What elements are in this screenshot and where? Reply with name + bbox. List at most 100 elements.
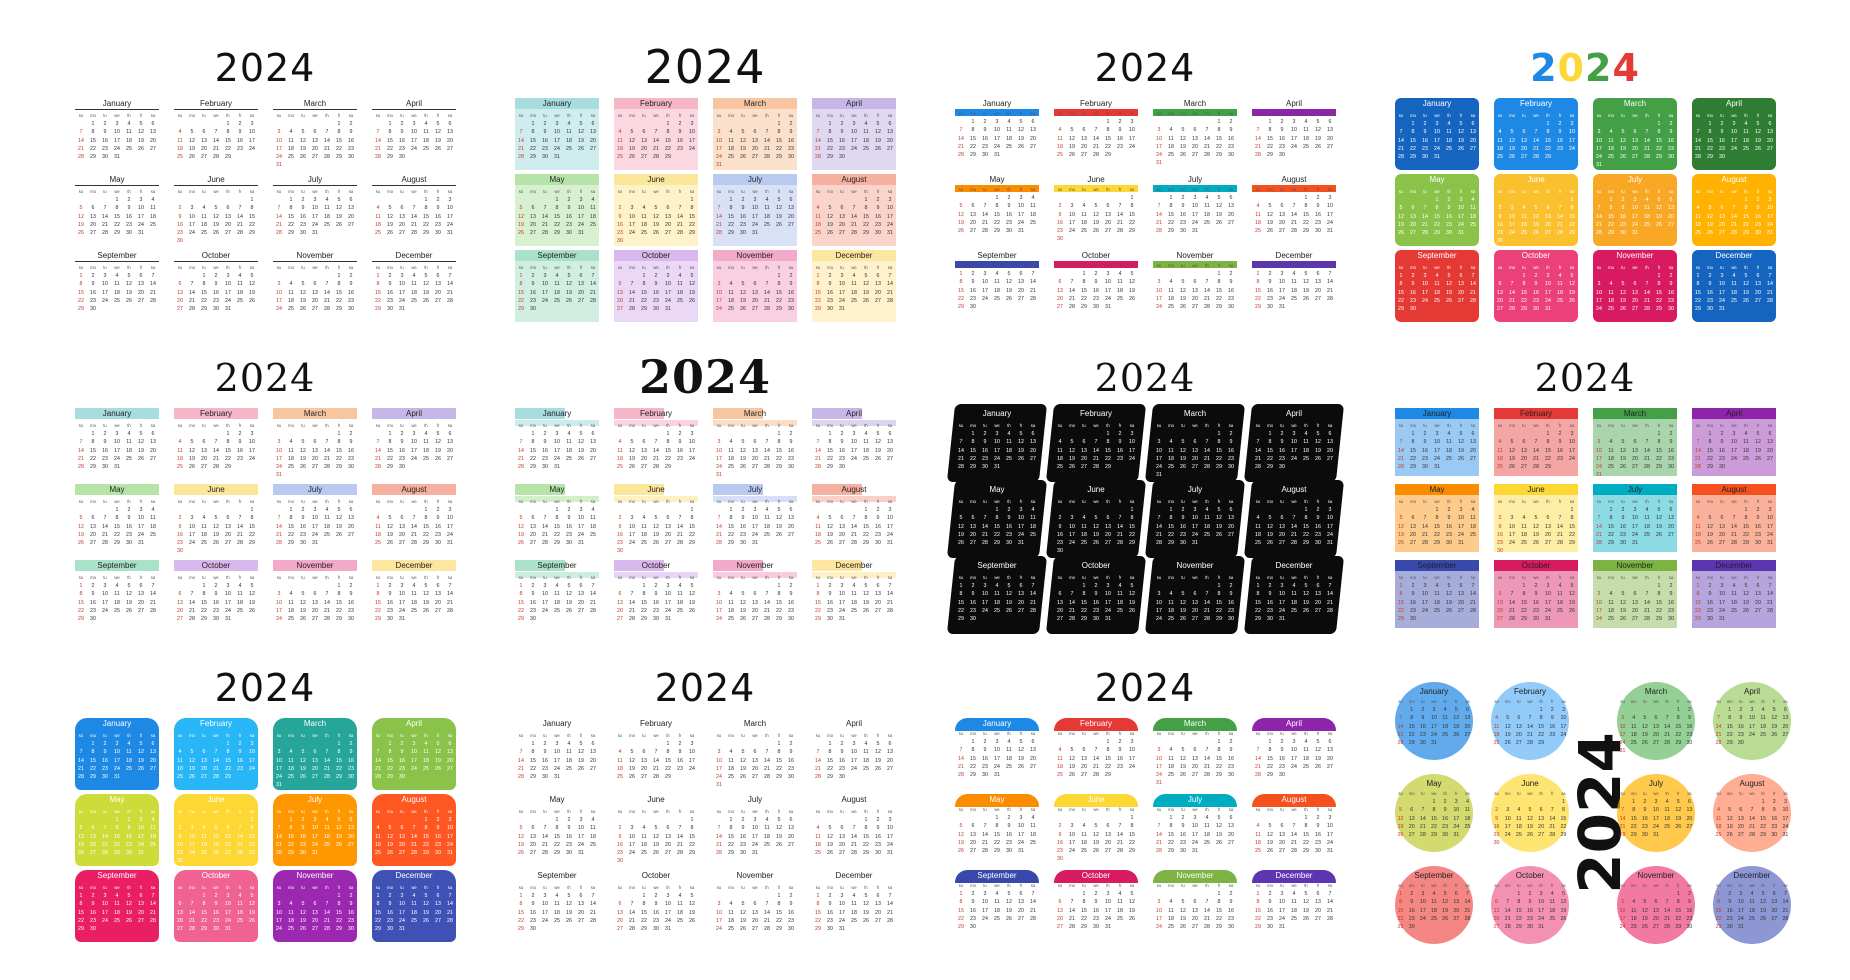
weekday-label: th [1744,189,1748,194]
calendar-panel-pastel-blocks: 2024 January su mo tu we th fr sa 1 2 3 4 5 6 7 8 9 10 11 12… [515,40,896,340]
day-number: 3 [1019,507,1023,514]
day-number: 3 [1768,507,1772,514]
day-number: 2 [436,817,440,824]
day-number: 18 [815,531,821,538]
day-number: 6 [313,901,317,908]
day-number: 10 [689,129,695,136]
month-day-grid: su mo tu we th fr sa 1 2 3 4 5 6 7 8 9 10 11 12 13 14 15 16 17 1… [955,574,1039,623]
weekday-label: fr [238,423,242,428]
day-number: 11 [1006,439,1012,446]
day-number: 1 [1546,431,1550,438]
weekday-label: sa [249,113,255,118]
day-number: 4 [1007,119,1011,126]
blank-cell [408,506,420,514]
weekday-label: th [1447,575,1451,580]
day-number: 4 [325,817,329,824]
day-number: 13 [839,523,845,530]
day-number: 4 [1169,279,1173,286]
day-number: 29 [1398,306,1404,313]
weekday-label: su [716,423,722,428]
day-number: 19 [689,599,695,606]
day-number: 14 [958,447,964,454]
weekday-label: sa [1129,263,1135,268]
weekday-label: fr [436,189,440,194]
day-number: 23 [213,917,219,924]
day-number: 4 [325,507,329,514]
day-number: 19 [1180,455,1186,462]
day-number: 5 [1217,195,1221,202]
day-number: 7 [1645,281,1649,288]
day-number: 9 [971,279,975,286]
weekday-label: su [276,885,282,890]
day-number: 14 [375,447,381,454]
weekday-label: fr [1118,263,1122,268]
day-number: 1 [1106,431,1110,438]
day-number: 11 [1521,213,1527,220]
day-number: 6 [1316,583,1320,590]
day-number: 17 [716,765,722,772]
day-number: 18 [617,765,623,772]
day-number: 19 [776,523,782,530]
weekday-label: sa [1327,263,1333,268]
weekday-label: mo [728,189,734,194]
day-number: 23 [617,540,623,547]
weekday-label: th [127,113,131,118]
day-number: 18 [1521,221,1527,228]
day-number: 19 [518,531,524,538]
day-number: 18 [411,909,417,916]
day-number: 20 [177,917,183,924]
weekday-label: sa [348,809,354,814]
day-number: 27 [177,926,183,933]
weekday-label: sa [348,885,354,890]
weekday-label: we [851,265,857,270]
weekday-label: su [1695,265,1701,270]
month-day-grid: su mo tu we th fr sa 1 2 3 4 5 6 7 8 9 10 11 12 13 14 15 16 17 1… [1153,498,1237,547]
month-block: August su mo tu we th fr sa 1 2 3 4 5 6 7 8 9 10 11 12 13 14 1… [372,794,456,866]
day-number: 13 [617,289,623,296]
weekday-label: sa [590,575,596,580]
day-number: 11 [324,825,330,832]
weekday-label: sa [1327,187,1333,192]
blank-cell [174,506,186,514]
day-number: 9 [1411,591,1415,598]
day-number: 6 [313,591,317,598]
month-name: December [395,251,433,260]
day-number: 16 [788,757,794,764]
day-number: 15 [387,447,393,454]
month-header-tab [174,408,258,419]
weekday-label: we [1731,575,1737,580]
day-number: 11 [590,205,596,212]
day-number: 6 [202,749,206,756]
day-number: 18 [1521,531,1527,538]
day-number: 9 [1558,439,1562,446]
day-number: 23 [1006,531,1012,538]
day-number: 5 [1268,515,1272,522]
day-number: 3 [190,205,194,212]
day-number: 21 [1156,219,1162,226]
day-number: 3 [983,583,987,590]
day-number: 27 [665,230,671,237]
day-number: 28 [982,228,988,235]
day-number: 4 [1471,507,1475,514]
day-number: 8 [1570,515,1574,522]
day-number: 21 [237,531,243,538]
month-day-grid: su mo tu we th fr sa 1 2 3 4 5 6 7 8 9 10 11 12 13 14 15 16 17 1… [174,732,258,781]
month-day-grid: su mo tu we th fr sa 1 2 3 4 5 6 7 8 9 10 11 12 13 14 15 16 17 1… [515,264,599,313]
blank-cell [749,740,761,748]
blank-cell [309,430,321,438]
day-number: 14 [150,281,156,288]
day-number: 14 [213,137,219,144]
day-number: 26 [1216,531,1222,538]
day-number: 26 [1129,607,1135,614]
day-number: 1 [337,431,341,438]
day-number: 1 [666,741,670,748]
day-number: 22 [288,841,294,848]
weekday-label: mo [629,733,635,738]
weekday-label: th [226,423,230,428]
day-number: 12 [249,281,255,288]
month-name: July [747,175,763,184]
blank-cell [1419,196,1431,204]
day-number: 3 [250,121,254,128]
day-number: 25 [1608,464,1614,471]
day-number: 13 [1030,127,1036,134]
